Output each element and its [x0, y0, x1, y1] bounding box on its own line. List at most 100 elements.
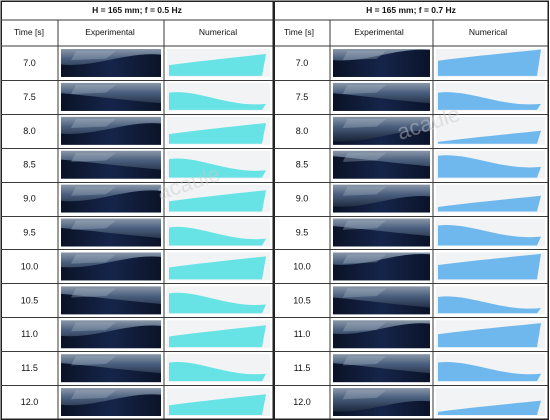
experimental-photo: [61, 184, 161, 213]
time-label: 7.0: [296, 58, 309, 68]
table-row: 12.0: [21, 388, 270, 416]
panel-right-time-header: Time [s]: [284, 27, 314, 37]
experimental-photo: [61, 218, 161, 247]
numerical-snapshot: [436, 184, 545, 213]
numerical-snapshot: [167, 82, 270, 111]
panel-border: [0, 0, 274, 420]
time-label: 8.5: [296, 160, 309, 170]
experimental-photo: [61, 82, 161, 111]
time-label: 10.0: [293, 261, 311, 271]
numerical-snapshot: [436, 150, 545, 179]
time-label: 9.5: [296, 228, 309, 238]
panel-left-header: H = 165 mm; f = 0.5 Hz Time [s] Experime…: [14, 5, 237, 37]
numerical-snapshot: [436, 116, 545, 145]
panel-left-time-header: Time [s]: [14, 27, 44, 37]
experimental-photo: [333, 218, 430, 247]
table-row: 10.5: [21, 286, 270, 315]
time-label: 9.0: [23, 194, 36, 204]
time-label: 7.5: [296, 92, 309, 102]
table-row: 11.5: [294, 354, 545, 383]
table-row: 9.0: [296, 184, 545, 213]
panel-right-exp-header: Experimental: [354, 27, 404, 37]
experimental-photo: [333, 184, 430, 213]
experimental-photo: [61, 252, 161, 281]
table-row: 10.0: [293, 252, 545, 281]
time-label: 7.5: [23, 92, 36, 102]
numerical-snapshot: [167, 184, 270, 213]
experimental-photo: [333, 49, 430, 77]
experimental-photo: [333, 320, 430, 349]
time-label: 12.0: [293, 397, 311, 407]
panel-right-rows: 7.0 7.5 8.0 8.5 9.0 9.5 10.0 10.5 11.0 11.5 12.0: [293, 49, 545, 416]
numerical-snapshot: [167, 116, 270, 145]
time-label: 9.0: [296, 194, 309, 204]
numerical-snapshot: [436, 82, 545, 111]
table-row: 10.5: [293, 286, 545, 315]
time-label: 11.0: [294, 329, 311, 339]
panel-right: H = 165 mm; f = 0.7 Hz Time [s] Experime…: [284, 5, 545, 416]
table-row: 7.0: [296, 49, 545, 77]
table-row: 9.5: [296, 218, 545, 247]
numerical-snapshot: [436, 286, 545, 315]
panel-right-header: H = 165 mm; f = 0.7 Hz Time [s] Experime…: [284, 5, 507, 37]
time-label: 10.0: [21, 261, 39, 271]
time-label: 8.0: [296, 126, 309, 136]
table-row: 11.0: [294, 320, 545, 349]
time-label: 8.0: [23, 126, 36, 136]
numerical-snapshot: [167, 49, 270, 77]
numerical-snapshot: [167, 320, 270, 349]
numerical-snapshot: [436, 354, 545, 383]
time-label: 11.0: [21, 329, 38, 339]
numerical-snapshot: [167, 286, 270, 315]
numerical-snapshot: [436, 49, 545, 77]
experimental-photo: [333, 150, 430, 179]
time-label: 12.0: [21, 397, 39, 407]
experimental-photo: [61, 354, 161, 383]
numerical-snapshot: [167, 354, 270, 383]
experimental-photo: [61, 320, 161, 349]
table-row: 8.0: [23, 116, 270, 145]
panel-left-rows: 7.0 7.5 8.0 8.5 9.0 9.5 10.0 10.5 11.0 11.5 12.0: [21, 49, 270, 416]
experimental-photo: [333, 286, 430, 315]
numerical-snapshot: [436, 252, 545, 281]
experimental-photo: [61, 150, 161, 179]
panel-left-exp-header: Experimental: [85, 27, 135, 37]
table-row: 9.0: [23, 184, 270, 213]
time-label: 7.0: [23, 58, 36, 68]
experimental-photo: [61, 116, 161, 145]
panel-border: [273, 0, 549, 420]
table-row: 11.5: [21, 354, 270, 383]
panel-left-num-header: Numerical: [199, 27, 237, 37]
numerical-snapshot: [167, 150, 270, 179]
table-row: 7.5: [296, 82, 545, 111]
panel-left: H = 165 mm; f = 0.5 Hz Time [s] Experime…: [14, 5, 270, 416]
experimental-photo: [61, 49, 161, 77]
table-row: 7.0: [23, 49, 270, 77]
numerical-snapshot: [436, 218, 545, 247]
numerical-snapshot: [167, 252, 270, 281]
numerical-snapshot: [167, 218, 270, 247]
panel-left-title: H = 165 mm; f = 0.5 Hz: [92, 5, 182, 15]
experimental-photo: [333, 388, 430, 416]
numerical-snapshot: [436, 320, 545, 349]
panel-right-num-header: Numerical: [469, 27, 507, 37]
table-row: 11.0: [21, 320, 270, 349]
experimental-photo: [333, 252, 430, 281]
time-label: 10.5: [293, 295, 311, 305]
time-label: 11.5: [294, 363, 311, 373]
table-row: 9.5: [23, 218, 270, 247]
numerical-snapshot: [436, 388, 545, 416]
time-label: 9.5: [23, 228, 36, 238]
panel-right-title: H = 165 mm; f = 0.7 Hz: [366, 5, 456, 15]
numerical-snapshot: [167, 388, 270, 416]
experimental-photo: [61, 286, 161, 315]
table-row: 12.0: [293, 388, 545, 416]
table-row: 7.5: [23, 82, 270, 111]
table-row: 10.0: [21, 252, 270, 281]
table-row: 8.0: [296, 116, 545, 145]
table-row: 8.5: [296, 150, 545, 179]
experimental-photo: [61, 388, 161, 416]
table-row: 8.5: [23, 150, 270, 179]
